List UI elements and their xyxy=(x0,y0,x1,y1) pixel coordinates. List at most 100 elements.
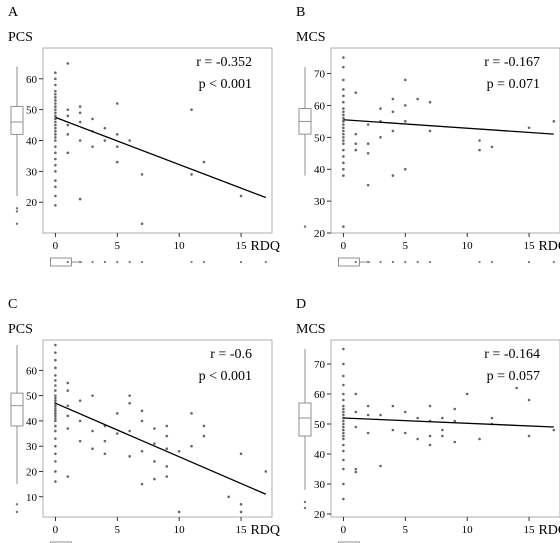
y-boxplot-box xyxy=(10,392,24,427)
data-point xyxy=(128,139,131,142)
data-point xyxy=(342,56,345,59)
plot-frame xyxy=(330,47,560,234)
data-point xyxy=(391,110,395,114)
x-boxplot-outlier xyxy=(404,260,407,264)
regression-line xyxy=(55,116,267,199)
data-point xyxy=(342,467,345,471)
data-point xyxy=(54,123,57,127)
y-boxplot-outlier xyxy=(15,207,19,210)
panel-label: B xyxy=(296,5,305,20)
x-boxplot-outlier xyxy=(116,260,119,264)
data-point xyxy=(54,108,57,111)
data-point xyxy=(354,392,358,396)
x-boxplot-outlier xyxy=(391,260,394,264)
data-point xyxy=(54,203,57,207)
y-boxplot-box xyxy=(298,402,312,437)
x-axis-label: RDQ xyxy=(250,239,280,254)
x-tick-label: 10 xyxy=(462,524,474,536)
data-point xyxy=(342,410,345,414)
data-point xyxy=(54,343,57,347)
data-point xyxy=(342,136,345,139)
data-point xyxy=(366,413,370,417)
y-tick-label: 20 xyxy=(314,509,326,521)
data-point xyxy=(453,407,457,411)
x-boxplot-outlier xyxy=(416,260,419,264)
y-tick-label: 20 xyxy=(26,197,38,209)
data-point xyxy=(239,452,243,456)
data-point xyxy=(54,120,57,124)
data-point xyxy=(54,384,57,387)
x-boxplot-outlier xyxy=(527,260,531,264)
x-boxplot-outlier xyxy=(354,260,357,264)
data-point xyxy=(54,417,57,420)
data-point xyxy=(153,427,156,430)
data-point xyxy=(54,111,57,115)
y-tick-label: 40 xyxy=(26,416,38,428)
data-point xyxy=(391,97,395,101)
x-tick-label: 10 xyxy=(174,240,186,252)
data-point xyxy=(140,449,144,453)
data-point xyxy=(54,358,57,362)
data-point xyxy=(441,434,444,438)
data-point xyxy=(140,419,144,423)
data-point xyxy=(453,419,457,423)
data-point xyxy=(91,117,94,121)
data-point xyxy=(366,404,370,408)
data-point xyxy=(66,414,70,418)
data-point xyxy=(478,139,481,142)
data-point xyxy=(54,179,57,182)
data-point xyxy=(391,129,395,133)
data-point xyxy=(54,414,57,418)
data-point xyxy=(428,434,432,438)
data-point xyxy=(202,160,206,164)
data-point xyxy=(403,167,407,171)
data-point xyxy=(54,399,57,402)
data-point xyxy=(239,510,243,514)
x-boxplot-outlier xyxy=(202,260,206,264)
data-point xyxy=(366,431,370,435)
r-statistic: r = -0.167 xyxy=(484,55,540,70)
y-tick-label: 50 xyxy=(26,391,38,403)
data-point xyxy=(54,437,57,440)
x-tick-label: 5 xyxy=(115,524,121,536)
y-tick-label: 60 xyxy=(314,389,326,401)
r-statistic: r = -0.6 xyxy=(210,347,252,362)
x-tick-label: 15 xyxy=(524,524,536,536)
data-point xyxy=(54,157,57,161)
data-point xyxy=(342,100,345,104)
data-point xyxy=(54,114,57,118)
data-point xyxy=(165,465,169,468)
data-point xyxy=(115,160,119,164)
data-point xyxy=(66,427,70,430)
data-point xyxy=(342,126,345,130)
data-point xyxy=(54,83,57,87)
data-point xyxy=(416,437,419,441)
data-point xyxy=(391,404,395,408)
data-point xyxy=(342,482,345,486)
data-point xyxy=(342,437,345,441)
data-point xyxy=(91,394,94,397)
data-point xyxy=(239,194,243,198)
data-point xyxy=(54,470,57,473)
data-point xyxy=(342,174,345,177)
data-point xyxy=(78,419,82,423)
y-tick-label: 30 xyxy=(314,479,326,491)
data-point xyxy=(54,129,57,133)
data-point xyxy=(552,428,556,432)
data-point xyxy=(403,104,407,107)
y-boxplot-outlier xyxy=(303,500,307,504)
data-point xyxy=(264,470,268,473)
panel-label: C xyxy=(8,297,17,312)
data-point xyxy=(202,434,206,438)
y-axis-label: MCS xyxy=(296,322,326,337)
data-point xyxy=(342,404,345,408)
data-point xyxy=(54,412,57,415)
data-point xyxy=(54,163,57,167)
data-point xyxy=(366,123,370,126)
y-tick-label: 50 xyxy=(26,105,38,117)
data-point xyxy=(54,96,57,99)
x-tick-label: 15 xyxy=(236,240,248,252)
data-point xyxy=(490,416,494,420)
y-boxplot-box xyxy=(10,106,24,135)
